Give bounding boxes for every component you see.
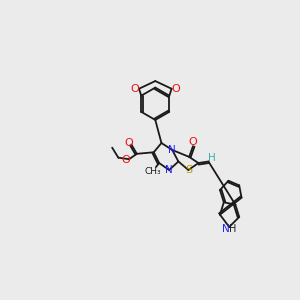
Text: H: H [229, 224, 236, 233]
Text: O: O [189, 137, 197, 147]
Text: N: N [165, 165, 173, 175]
Text: O: O [124, 138, 133, 148]
Text: N: N [168, 145, 176, 155]
Text: S: S [186, 165, 193, 175]
Text: H: H [208, 153, 216, 164]
Text: O: O [131, 84, 140, 94]
Text: O: O [171, 84, 180, 94]
Text: O: O [122, 155, 130, 165]
Text: CH₃: CH₃ [145, 167, 161, 176]
Text: N: N [222, 224, 230, 233]
